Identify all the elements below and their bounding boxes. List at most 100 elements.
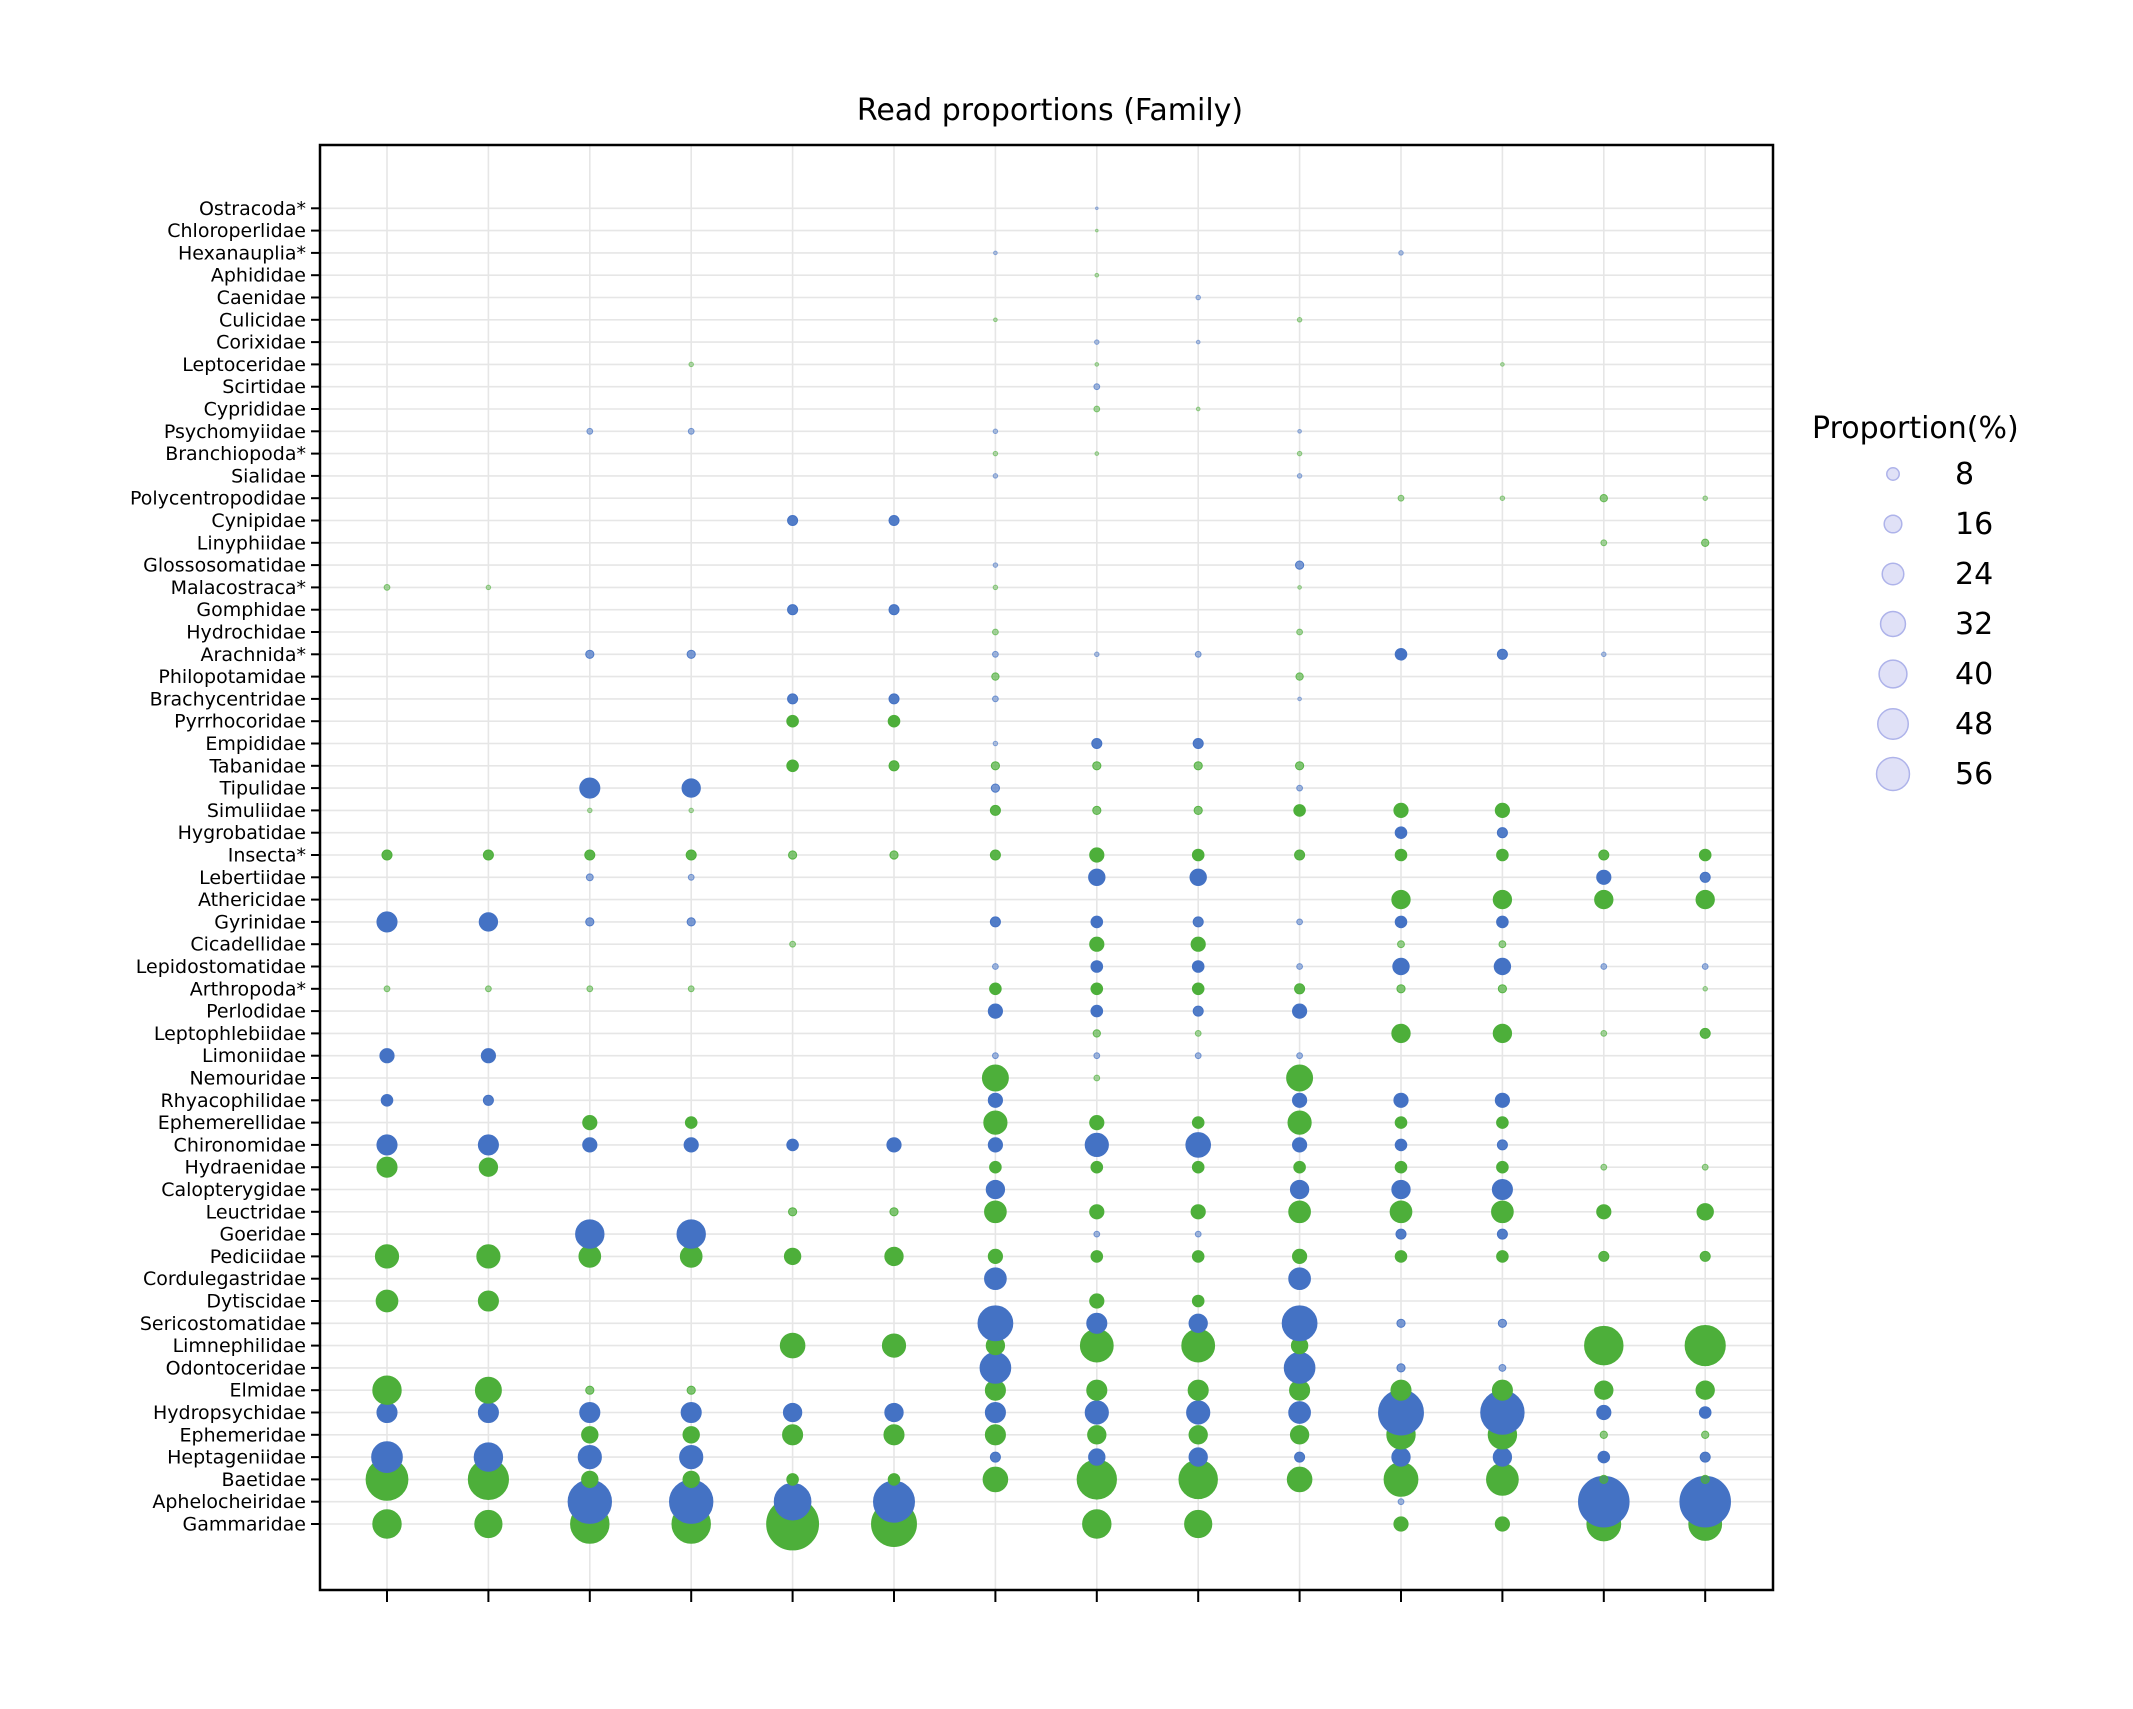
data-point xyxy=(1193,805,1203,816)
data-point xyxy=(1191,1116,1205,1129)
y-tick-label: Philopotamidae xyxy=(158,666,306,688)
data-point xyxy=(585,1385,595,1395)
data-point xyxy=(686,917,696,927)
data-point xyxy=(1492,889,1513,910)
data-point xyxy=(1089,847,1105,863)
data-point xyxy=(1094,451,1100,456)
data-point xyxy=(787,514,799,527)
data-point xyxy=(787,693,799,705)
data-point xyxy=(587,807,593,814)
data-point xyxy=(987,1137,1004,1153)
data-point xyxy=(1191,1160,1205,1174)
legend-label: 40 xyxy=(1955,657,1993,692)
data-point xyxy=(376,1401,398,1424)
data-point xyxy=(477,1290,499,1312)
data-point xyxy=(379,1048,395,1064)
legend-label: 56 xyxy=(1955,757,1993,792)
data-point xyxy=(1396,1318,1406,1328)
data-point xyxy=(376,911,398,933)
x-axis-ticks xyxy=(386,1590,1707,1602)
data-point xyxy=(1486,1463,1519,1496)
data-point xyxy=(480,1048,497,1064)
plot-frame xyxy=(318,143,1775,1592)
data-point xyxy=(1578,1475,1630,1528)
data-point xyxy=(1596,869,1612,885)
data-point xyxy=(1391,1179,1411,1200)
data-point xyxy=(989,804,1001,816)
data-point xyxy=(1094,651,1100,658)
data-point xyxy=(585,873,594,882)
data-point xyxy=(1699,1250,1711,1262)
y-tick-label: Calopterygidae xyxy=(161,1179,306,1201)
data-point xyxy=(783,1247,802,1266)
data-point xyxy=(888,760,900,772)
data-point xyxy=(1189,868,1207,886)
data-point xyxy=(1600,1030,1608,1037)
data-point xyxy=(1095,206,1099,211)
data-point xyxy=(1397,940,1405,949)
data-point xyxy=(992,562,999,568)
data-point xyxy=(983,1110,1008,1135)
data-point xyxy=(476,1244,501,1269)
data-point xyxy=(681,778,701,798)
data-point xyxy=(1394,1138,1408,1152)
y-tick-label: Leuctridae xyxy=(206,1201,306,1223)
data-point xyxy=(992,473,999,479)
data-point xyxy=(1185,1132,1211,1158)
data-point xyxy=(586,985,594,993)
data-point xyxy=(1596,1404,1612,1421)
data-point xyxy=(582,1137,598,1153)
data-point xyxy=(474,1509,503,1539)
data-point xyxy=(679,1245,703,1268)
data-point xyxy=(1181,1328,1216,1363)
data-point xyxy=(1396,984,1406,994)
data-point xyxy=(888,693,900,705)
data-point xyxy=(993,250,998,256)
data-point xyxy=(992,584,999,591)
data-point xyxy=(1494,802,1511,819)
data-point xyxy=(1288,1267,1311,1291)
y-tick-label: Pediciidae xyxy=(210,1246,306,1268)
data-point xyxy=(1293,1160,1306,1174)
data-point xyxy=(1288,1401,1311,1424)
data-point xyxy=(884,1402,904,1423)
legend-label: 24 xyxy=(1955,557,1993,592)
data-point xyxy=(1494,1092,1511,1108)
data-point xyxy=(1695,1380,1715,1400)
data-point xyxy=(686,649,696,659)
y-tick-label: Gammaridae xyxy=(182,1514,306,1536)
data-point xyxy=(1295,761,1305,771)
y-tick-label: Caenidae xyxy=(217,287,306,309)
data-point xyxy=(992,963,999,970)
data-point xyxy=(1394,915,1408,929)
data-point xyxy=(474,1376,502,1404)
data-point xyxy=(789,940,796,948)
data-point xyxy=(1698,848,1712,862)
data-point xyxy=(1496,1228,1508,1240)
legend-label: 48 xyxy=(1955,707,1993,742)
y-tick-label: Hydropsychidae xyxy=(153,1402,306,1424)
data-point xyxy=(1294,983,1306,995)
data-point xyxy=(687,427,695,435)
data-point xyxy=(577,1445,602,1470)
data-point xyxy=(1599,1474,1609,1485)
data-point xyxy=(1289,1425,1310,1445)
data-point xyxy=(1094,339,1100,345)
data-point xyxy=(1086,1379,1108,1401)
data-point xyxy=(1296,450,1303,457)
data-point xyxy=(584,849,596,861)
data-point xyxy=(779,1332,806,1359)
data-point xyxy=(1090,1250,1104,1263)
data-point xyxy=(1286,1064,1314,1092)
y-tick-label: Branchiopoda* xyxy=(165,443,306,465)
data-point xyxy=(1599,494,1608,503)
data-point xyxy=(989,982,1002,996)
y-tick-label: Cicadellidae xyxy=(190,934,306,956)
data-point xyxy=(1090,982,1104,996)
data-point xyxy=(1092,805,1102,816)
data-point xyxy=(1295,672,1304,681)
data-point xyxy=(887,1473,901,1486)
data-point xyxy=(786,1473,799,1486)
y-axis-ticks: GammaridaeAphelocheiridaeBaetidaeHeptage… xyxy=(130,198,320,1536)
data-point xyxy=(1394,848,1408,862)
